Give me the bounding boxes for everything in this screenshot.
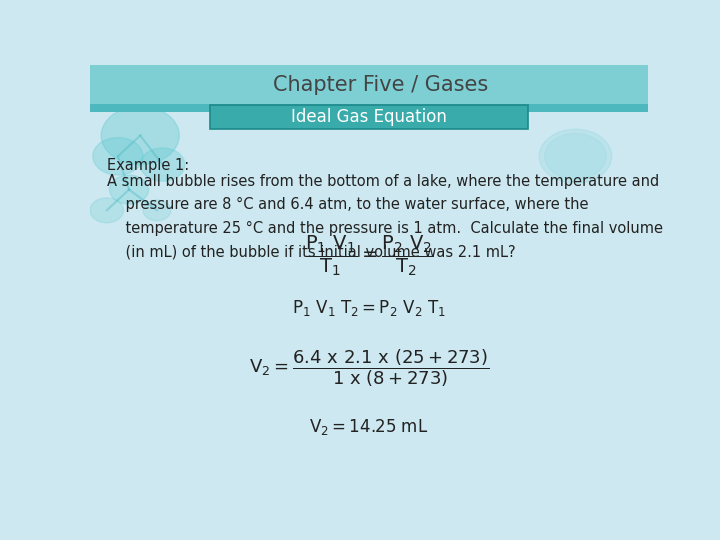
Text: Example 1:: Example 1: [107, 158, 189, 173]
Circle shape [140, 148, 185, 181]
Circle shape [539, 129, 612, 183]
Text: (in mL) of the bubble if its initial volume was 2.1 mL?: (in mL) of the bubble if its initial vol… [107, 245, 516, 260]
Text: A small bubble rises from the bottom of a lake, where the temperature and: A small bubble rises from the bottom of … [107, 174, 659, 189]
Text: $\dfrac{\mathrm{P_1\ V_1}}{\mathrm{T_1}} = \dfrac{\mathrm{P_2\ V_2}}{\mathrm{T_2: $\dfrac{\mathrm{P_1\ V_1}}{\mathrm{T_1}}… [305, 234, 433, 279]
Circle shape [143, 200, 171, 221]
Circle shape [101, 106, 179, 165]
Bar [90, 65, 648, 104]
Text: temperature 25 °C and the pressure is 1 atm.  Calculate the final volume: temperature 25 °C and the pressure is 1 … [107, 221, 662, 236]
Text: $\mathrm{V_2 = 14.25\ mL}$: $\mathrm{V_2 = 14.25\ mL}$ [310, 416, 428, 436]
Circle shape [109, 175, 148, 204]
Circle shape [90, 198, 124, 223]
Text: Chapter Five / Gases: Chapter Five / Gases [273, 75, 487, 94]
Bar [90, 104, 648, 112]
Text: $\mathrm{P_1\ V_1\ T_2 = P_2\ V_2\ T_1}$: $\mathrm{P_1\ V_1\ T_2 = P_2\ V_2\ T_1}$ [292, 298, 446, 318]
Text: Ideal Gas Equation: Ideal Gas Equation [291, 108, 447, 126]
Text: pressure are 8 °C and 6.4 atm, to the water surface, where the: pressure are 8 °C and 6.4 atm, to the wa… [107, 198, 588, 212]
FancyBboxPatch shape [210, 105, 528, 129]
Circle shape [93, 138, 143, 175]
Text: $\mathrm{V_2} = \dfrac{\mathrm{6.4\ x\ 2.1\ x\ (25+273)}}{\mathrm{1\ x\ (8+273)}: $\mathrm{V_2} = \dfrac{\mathrm{6.4\ x\ 2… [249, 348, 489, 389]
Circle shape [545, 133, 606, 179]
